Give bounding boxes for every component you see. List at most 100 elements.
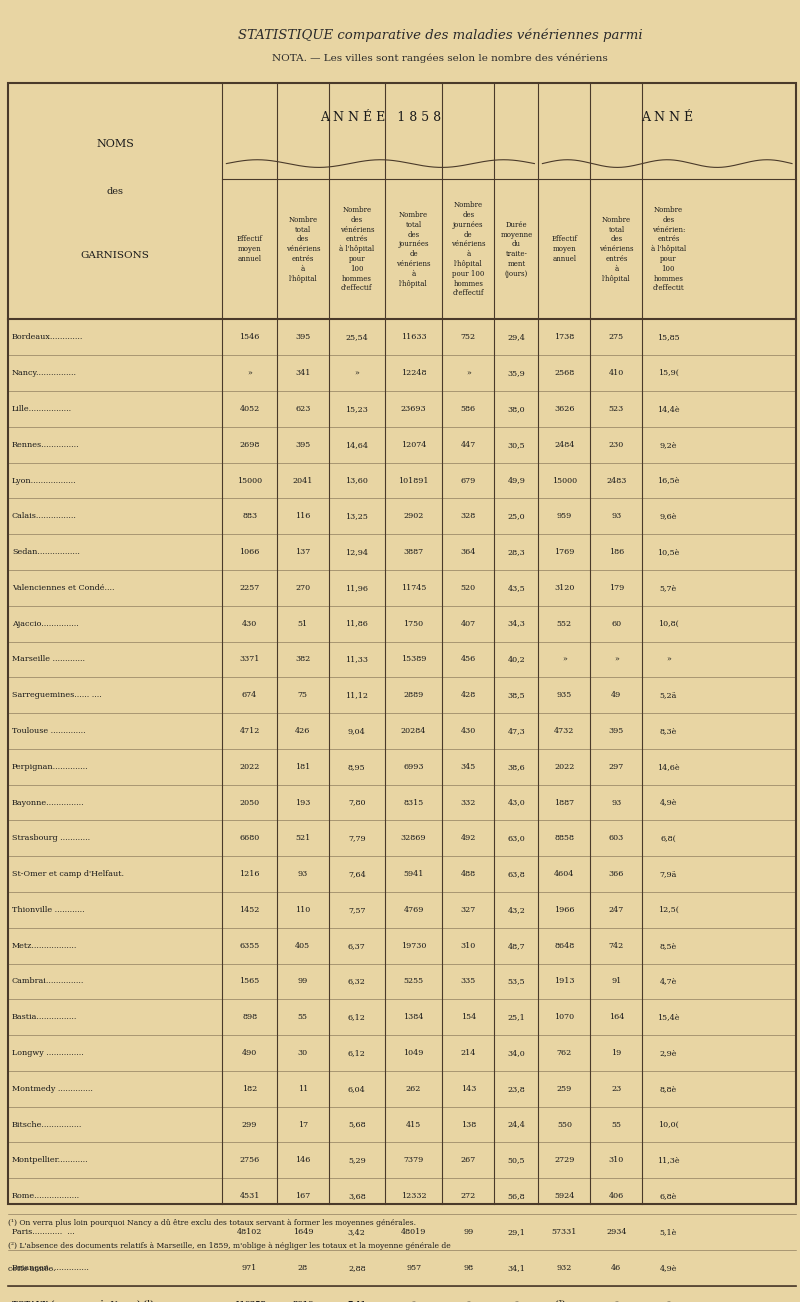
Text: »: » [466,370,471,378]
Text: 2257: 2257 [239,583,260,592]
Text: 29,4: 29,4 [507,333,526,341]
Text: 23693: 23693 [401,405,426,413]
Text: Rome..................: Rome.................. [12,1193,80,1200]
Text: 430: 430 [242,620,258,628]
Text: 15,4è: 15,4è [657,1013,680,1021]
Text: 11633: 11633 [401,333,426,341]
Text: 230: 230 [609,440,624,449]
Text: 10,8(: 10,8( [658,620,678,628]
Text: 405: 405 [295,941,310,949]
Text: 101891: 101891 [398,477,429,484]
Text: 29,1: 29,1 [507,1228,526,1236]
Text: Metz..................: Metz.................. [12,941,78,949]
Text: des: des [106,187,124,197]
Text: 19: 19 [611,1049,622,1057]
Text: 9,6è: 9,6è [660,512,677,521]
Text: »: » [614,1299,618,1302]
Text: 4604: 4604 [554,870,574,878]
Text: 297: 297 [609,763,624,771]
Text: 332: 332 [461,798,476,806]
Text: 53,5: 53,5 [507,978,526,986]
Text: 272: 272 [461,1193,476,1200]
Text: 28: 28 [298,1264,308,1272]
Text: 490: 490 [242,1049,258,1057]
Text: 1452: 1452 [239,906,260,914]
Text: »: » [411,1299,416,1302]
Text: 5255: 5255 [403,978,424,986]
Text: 13,60: 13,60 [346,477,368,484]
Text: 520: 520 [461,583,476,592]
Text: 12332: 12332 [401,1193,426,1200]
Text: 7,41: 7,41 [347,1299,366,1302]
Text: 488: 488 [461,870,476,878]
Text: 623: 623 [295,405,310,413]
Text: 137: 137 [295,548,310,556]
Text: 11,3è: 11,3è [657,1156,680,1164]
Text: 426: 426 [295,727,310,736]
Text: Calais................: Calais................ [12,512,77,521]
Text: »: » [466,1299,470,1302]
Text: 2,9è: 2,9è [660,1049,677,1057]
Text: 167: 167 [295,1193,310,1200]
Text: 4531: 4531 [239,1193,260,1200]
Text: 6,37: 6,37 [348,941,366,949]
Text: 3,68: 3,68 [348,1193,366,1200]
Text: 327: 327 [461,906,476,914]
Text: 6,8(: 6,8( [661,835,676,842]
Text: 932: 932 [557,1264,572,1272]
Text: 4,9è: 4,9è [660,798,677,806]
Text: »: » [514,1299,518,1302]
Text: 382: 382 [295,655,310,664]
Text: 415: 415 [406,1121,422,1129]
Text: Nombre
des
vénérien:
entrés
à l'hôpital
pour
100
hommes
d'effectit: Nombre des vénérien: entrés à l'hôpital … [651,206,686,293]
Text: St-Omer et camp d'Helfaut.: St-Omer et camp d'Helfaut. [12,870,124,878]
Text: Nombre
total
des
vénériens
entrés
à
l'hôpital: Nombre total des vénériens entrés à l'hô… [286,216,320,283]
Text: Briançon ...............: Briançon ............... [12,1264,89,1272]
Text: 24,4: 24,4 [507,1121,526,1129]
Text: 38,0: 38,0 [507,405,526,413]
Text: 883: 883 [242,512,257,521]
Text: 116258: 116258 [234,1299,266,1302]
Text: Rennes...............: Rennes............... [12,440,80,449]
Text: 14,64: 14,64 [346,440,368,449]
Text: 91: 91 [611,978,622,986]
Text: 4769: 4769 [403,906,424,914]
Text: 335: 335 [461,978,476,986]
Text: 8,3è: 8,3è [660,727,677,736]
Text: 2568: 2568 [554,370,574,378]
Text: 11745: 11745 [401,583,426,592]
Text: 164: 164 [609,1013,624,1021]
Text: 60: 60 [611,620,622,628]
Text: 30,5: 30,5 [507,440,526,449]
Text: 28,3: 28,3 [507,548,526,556]
Text: 12074: 12074 [401,440,426,449]
Text: 11: 11 [298,1085,308,1092]
Text: 116: 116 [295,512,310,521]
Text: Bastia................: Bastia................ [12,1013,78,1021]
Text: 5,29: 5,29 [348,1156,366,1164]
Text: 5924: 5924 [554,1193,574,1200]
Text: 182: 182 [242,1085,258,1092]
Text: 935: 935 [557,691,572,699]
Text: 55: 55 [298,1013,308,1021]
Text: 7,57: 7,57 [348,906,366,914]
Text: 14,4è: 14,4è [657,405,680,413]
Text: 11,86: 11,86 [346,620,368,628]
Text: Bordeaux.............: Bordeaux............. [12,333,83,341]
Text: 11,33: 11,33 [346,655,368,664]
Text: 16,5è: 16,5è [657,477,680,484]
Text: 15,85: 15,85 [657,333,680,341]
Text: Strasbourg ............: Strasbourg ............ [12,835,90,842]
Text: 35,9: 35,9 [507,370,526,378]
Text: 1066: 1066 [239,548,260,556]
Text: 752: 752 [461,333,476,341]
Text: 48019: 48019 [401,1228,426,1236]
Text: 5,2ä: 5,2ä [660,691,677,699]
Text: Lyon..................: Lyon.................. [12,477,77,484]
Text: 6,8è: 6,8è [660,1193,677,1200]
Text: Toulouse ..............: Toulouse .............. [12,727,86,736]
Text: 407: 407 [461,620,476,628]
Text: Marseille .............: Marseille ............. [12,655,85,664]
Text: 30: 30 [298,1049,308,1057]
Text: 38,6: 38,6 [507,763,526,771]
